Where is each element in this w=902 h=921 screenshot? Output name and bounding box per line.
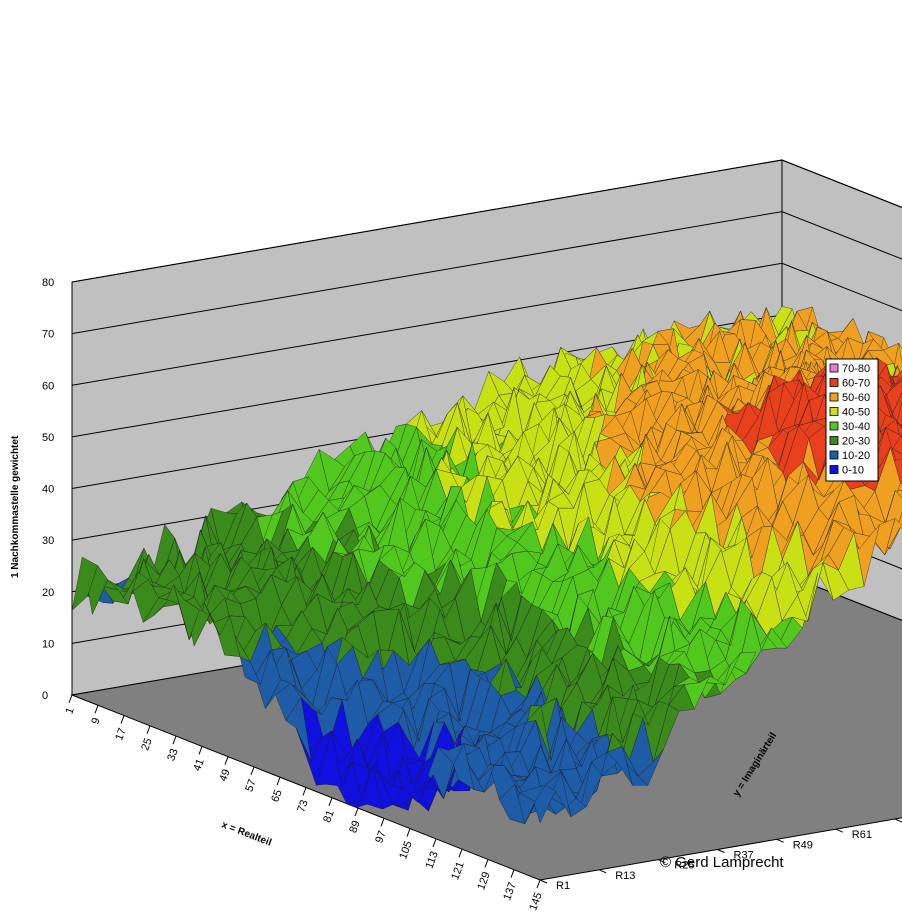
z-tick-label: 20 bbox=[42, 587, 54, 599]
x-tick-mark bbox=[121, 716, 124, 724]
legend-label: 10-20 bbox=[842, 450, 870, 462]
x-tick-mark bbox=[173, 736, 176, 744]
y-tick-label: R49 bbox=[793, 839, 813, 851]
x-tick-mark bbox=[329, 798, 332, 806]
legend-swatch bbox=[830, 364, 838, 372]
y-tick-label: R1 bbox=[556, 880, 570, 892]
legend-label: 20-30 bbox=[842, 436, 870, 448]
x-tick-mark bbox=[303, 788, 306, 796]
x-tick-mark bbox=[511, 870, 514, 878]
z-tick-label: 50 bbox=[42, 432, 54, 444]
y-tick-label: R61 bbox=[852, 829, 872, 841]
legend-label: 40-50 bbox=[842, 407, 870, 419]
legend-label: 60-70 bbox=[842, 378, 870, 390]
x-tick-label: 81 bbox=[321, 809, 336, 825]
legend-swatch bbox=[830, 408, 838, 416]
x-tick-label: 145 bbox=[527, 891, 545, 912]
z-tick-label: 30 bbox=[42, 535, 54, 547]
x-tick-mark bbox=[147, 726, 150, 734]
legend-swatch bbox=[830, 379, 838, 387]
z-tick-label: 40 bbox=[42, 484, 54, 496]
legend: 70-80 60-70 50-60 40-50 30-40 20-30 10-20 0-10 bbox=[826, 359, 878, 481]
y-tick-mark bbox=[895, 819, 902, 822]
legend-swatch bbox=[830, 422, 838, 430]
x-axis-title: x = Realteil bbox=[220, 820, 273, 849]
x-tick-label: 49 bbox=[217, 768, 232, 784]
x-tick-mark bbox=[381, 818, 384, 826]
x-tick-mark bbox=[225, 757, 228, 765]
x-tick-label: 113 bbox=[424, 850, 441, 871]
legend-swatch bbox=[830, 451, 838, 459]
x-tick-label: 121 bbox=[449, 860, 467, 881]
x-tick-mark bbox=[95, 705, 98, 713]
y-tick-mark bbox=[599, 870, 606, 873]
x-tick-label: 25 bbox=[139, 737, 154, 753]
y-tick-mark bbox=[718, 850, 725, 853]
copyright-text: © Gerd Lamprecht bbox=[660, 854, 784, 871]
x-tick-mark bbox=[407, 829, 410, 837]
x-tick-label: 105 bbox=[397, 840, 415, 861]
x-tick-mark bbox=[433, 839, 436, 847]
legend-label: 0-10 bbox=[842, 465, 864, 477]
z-tick-label: 0 bbox=[42, 690, 48, 702]
x-tick-label: 57 bbox=[243, 778, 258, 794]
y-tick-mark bbox=[777, 839, 784, 842]
z-tick-label: 60 bbox=[42, 380, 54, 392]
x-tick-mark bbox=[199, 746, 202, 754]
y-tick-label: R13 bbox=[615, 870, 635, 882]
x-tick-label: 41 bbox=[191, 757, 206, 773]
legend-label: 70-80 bbox=[842, 363, 870, 375]
x-tick-label: 137 bbox=[501, 881, 519, 902]
x-tick-label: 89 bbox=[347, 819, 362, 835]
x-tick-label: 65 bbox=[269, 788, 284, 804]
x-tick-mark bbox=[277, 777, 280, 785]
x-tick-label: 73 bbox=[295, 798, 310, 814]
y-tick-mark bbox=[836, 829, 843, 832]
z-tick-label: 70 bbox=[42, 329, 54, 341]
legend-swatch bbox=[830, 466, 838, 474]
x-tick-mark bbox=[69, 695, 72, 703]
x-tick-label: 33 bbox=[165, 747, 180, 763]
legend-swatch bbox=[830, 393, 838, 401]
legend-label: 30-40 bbox=[842, 421, 870, 433]
y-tick-mark bbox=[540, 880, 547, 883]
z-axis-title: 1 Nachkommastelle gewichtet bbox=[10, 435, 21, 578]
x-tick-label: 1 bbox=[63, 706, 76, 716]
x-tick-label: 129 bbox=[475, 870, 493, 891]
x-tick-mark bbox=[485, 859, 488, 867]
z-tick-label: 10 bbox=[42, 638, 54, 650]
x-tick-mark bbox=[537, 880, 540, 888]
z-tick-label: 80 bbox=[42, 277, 54, 289]
legend-swatch bbox=[830, 437, 838, 445]
legend-label: 50-60 bbox=[842, 392, 870, 404]
x-tick-mark bbox=[459, 849, 462, 857]
x-tick-label: 17 bbox=[113, 727, 128, 743]
x-tick-mark bbox=[355, 808, 358, 816]
x-tick-label: 97 bbox=[373, 829, 388, 845]
x-tick-label: 9 bbox=[89, 716, 102, 726]
x-tick-mark bbox=[251, 767, 254, 775]
